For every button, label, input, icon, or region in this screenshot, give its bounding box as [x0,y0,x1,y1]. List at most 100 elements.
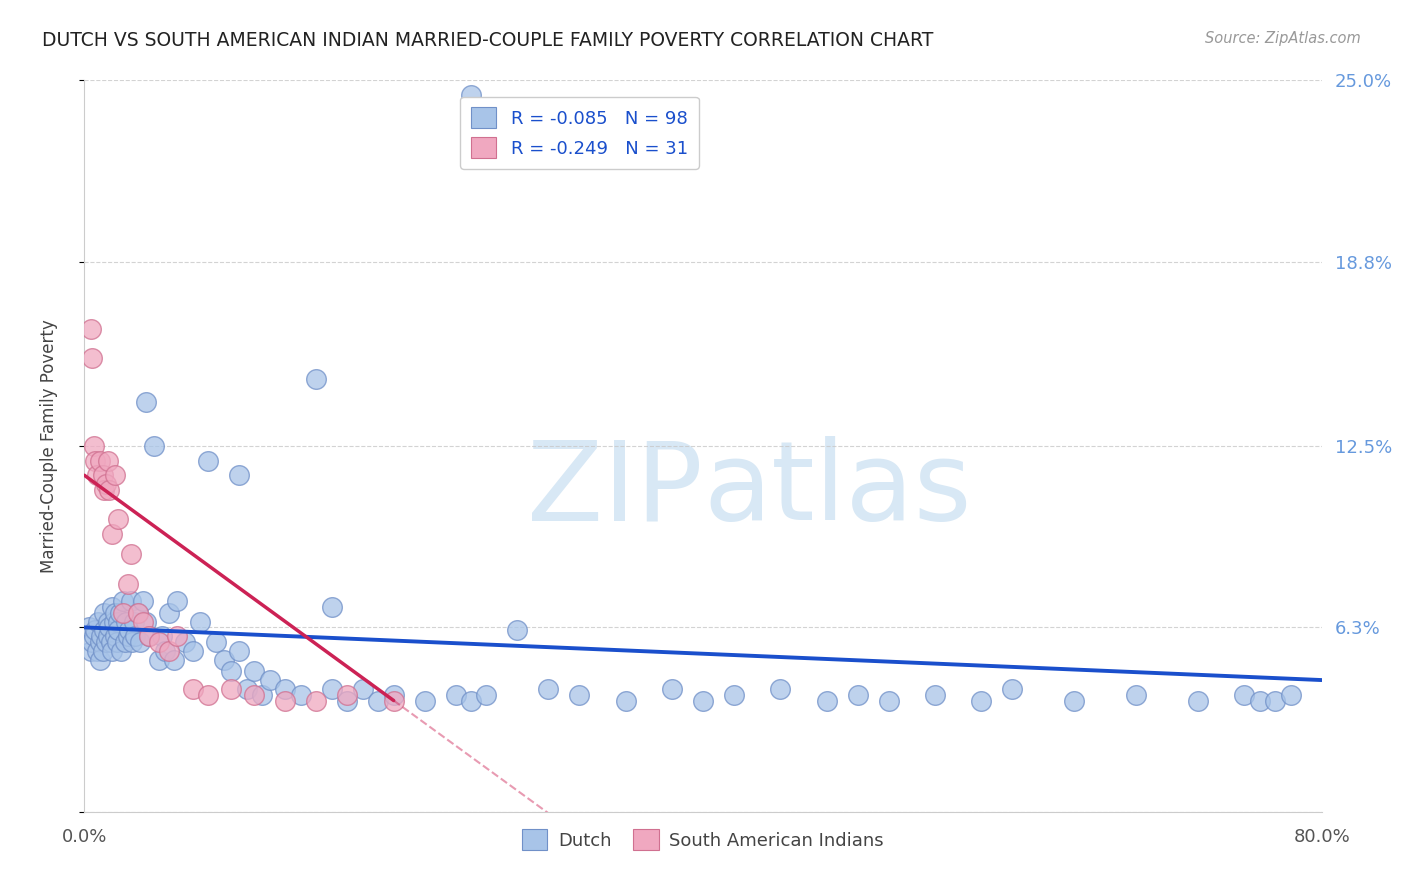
Dutch [235,681,259,696]
Dutch [568,688,591,702]
Dutch [100,635,122,649]
South American Indians [104,468,127,483]
Dutch [1249,693,1271,707]
Dutch [1264,693,1286,707]
Dutch [107,615,129,629]
Text: ZIP: ZIP [527,436,703,543]
South American Indians [159,644,180,658]
Legend: Dutch, South American Indians: Dutch, South American Indians [515,822,891,857]
South American Indians [382,693,405,707]
Dutch [723,688,745,702]
Dutch [120,594,142,608]
Dutch [108,606,131,620]
South American Indians [132,615,155,629]
Dutch [122,615,145,629]
Dutch [117,629,139,643]
Dutch [205,635,228,649]
Dutch [77,620,100,634]
Dutch [305,372,328,386]
South American Indians [274,693,297,707]
Dutch [970,693,993,707]
Dutch [79,644,101,658]
South American Indians [84,453,107,467]
Dutch [105,635,128,649]
South American Indians [305,693,328,707]
South American Indians [148,635,170,649]
Dutch [188,615,211,629]
Dutch [250,688,273,702]
Dutch [112,594,135,608]
Dutch [84,624,107,638]
Dutch [181,644,204,658]
South American Indians [93,483,115,497]
South American Indians [166,629,188,643]
South American Indians [96,453,118,467]
Dutch [135,615,157,629]
South American Indians [79,322,101,336]
Dutch [82,635,104,649]
Dutch [115,615,138,629]
South American Indians [98,483,121,497]
Dutch [174,635,197,649]
Dutch [444,688,467,702]
South American Indians [127,606,149,620]
Dutch [243,665,266,679]
Dutch [413,693,436,707]
South American Indians [83,439,105,453]
Dutch [352,681,374,696]
Dutch [475,688,498,702]
Dutch [382,688,405,702]
Dutch [91,644,114,658]
Dutch [460,87,482,102]
Dutch [110,644,132,658]
Text: atlas: atlas [703,436,972,543]
Dutch [769,681,792,696]
Dutch [104,629,127,643]
Dutch [163,652,186,666]
Dutch [321,681,343,696]
South American Indians [197,688,219,702]
Dutch [166,594,188,608]
Dutch [90,629,112,643]
Dutch [135,395,157,409]
South American Indians [94,477,117,491]
Dutch [138,629,160,643]
Dutch [107,624,129,638]
South American Indians [82,351,104,366]
Dutch [89,635,111,649]
South American Indians [336,688,359,702]
Dutch [228,644,250,658]
South American Indians [107,512,129,526]
Dutch [132,594,155,608]
Dutch [537,681,560,696]
Dutch [103,615,125,629]
Dutch [143,439,166,453]
Dutch [661,681,683,696]
South American Indians [86,468,108,483]
Dutch [1001,681,1024,696]
Dutch [336,693,359,707]
Dutch [96,629,118,643]
Dutch [94,635,117,649]
Dutch [129,635,152,649]
Dutch [1125,688,1147,702]
Dutch [815,693,838,707]
Dutch [274,681,297,696]
Text: Source: ZipAtlas.com: Source: ZipAtlas.com [1205,31,1361,46]
Dutch [118,624,141,638]
South American Indians [243,688,266,702]
Dutch [124,629,146,643]
Dutch [89,652,111,666]
Dutch [101,644,124,658]
Dutch [197,453,219,467]
Y-axis label: Married-Couple Family Poverty: Married-Couple Family Poverty [39,319,58,573]
South American Indians [219,681,242,696]
South American Indians [117,576,139,591]
Dutch [121,635,143,649]
Dutch [127,606,149,620]
Dutch [228,468,250,483]
Dutch [86,644,108,658]
South American Indians [89,453,111,467]
Dutch [290,688,312,702]
Dutch [93,624,115,638]
